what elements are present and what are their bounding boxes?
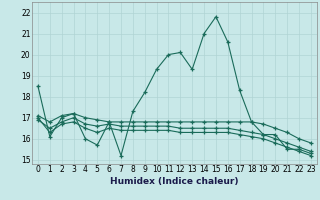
X-axis label: Humidex (Indice chaleur): Humidex (Indice chaleur)	[110, 177, 239, 186]
